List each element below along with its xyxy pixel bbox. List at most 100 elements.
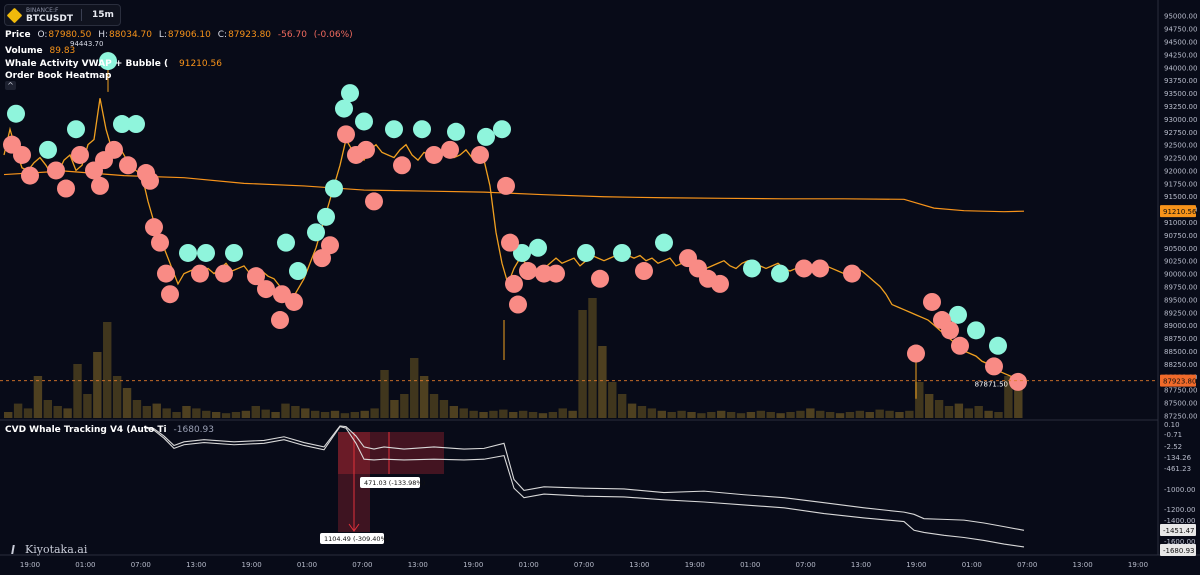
volume-bar <box>736 413 746 418</box>
volume-bar <box>835 413 845 418</box>
sell-bubble <box>257 280 275 299</box>
cvd-badge-upper: -1451.47 <box>1163 527 1194 535</box>
high-value: 88034.70 <box>109 30 152 40</box>
cvd-tick-label: -0.71 <box>1164 431 1182 439</box>
buy-bubble <box>743 259 761 278</box>
sell-bubble <box>795 259 813 278</box>
volume-bar <box>419 376 429 418</box>
time-tick-label: 19:00 <box>242 561 262 569</box>
cvd-lines <box>143 425 1025 548</box>
vwap-line <box>3 170 1025 213</box>
sell-bubble <box>711 274 729 293</box>
buy-bubble <box>127 115 145 134</box>
sell-bubble <box>365 192 383 211</box>
price-tick-label: 87500.00 <box>1164 400 1197 408</box>
volume-bar <box>360 410 369 418</box>
volume-bar <box>865 412 874 418</box>
sell-bubble <box>91 176 109 195</box>
timeframe-label[interactable]: 15m <box>92 10 114 20</box>
volume-bar <box>221 413 231 418</box>
sell-bubble <box>811 259 829 278</box>
time-tick-label: 01:00 <box>962 561 982 569</box>
sell-bubble <box>923 292 941 311</box>
brand-name: Kiyotaka.ai <box>25 543 88 556</box>
cvd-lower-line <box>143 426 1025 548</box>
volume-legend: Volume 89.83 <box>5 45 79 57</box>
measure-label-lower: 1104.49 (-309.40%) <box>324 535 389 543</box>
buy-bubble <box>613 243 631 262</box>
buy-bubble <box>989 336 1007 355</box>
time-tick-label: 01:00 <box>519 561 539 569</box>
buy-bubble <box>113 115 131 134</box>
sell-bubble <box>497 176 515 195</box>
volume-bar <box>845 412 855 418</box>
time-tick-label: 13:00 <box>186 561 206 569</box>
whale-label[interactable]: Whale Activity VWAP + Bubble ( <box>5 59 169 69</box>
measure-arrowhead <box>348 523 360 532</box>
sell-bubble <box>191 264 209 283</box>
symbol-selector[interactable]: BINANCE:F BTCUSDT 15m <box>4 4 121 26</box>
collapse-legend-button[interactable]: ^ <box>5 81 16 90</box>
cvd-label[interactable]: CVD Whale Tracking V4 (Auto Ti <box>5 425 167 435</box>
volume-bar <box>905 410 914 418</box>
volume-value: 89.83 <box>49 46 76 56</box>
volume-bar <box>142 406 152 418</box>
sell-bubble <box>951 336 969 355</box>
sell-bubble <box>21 166 39 185</box>
price-tick-label: 94750.00 <box>1164 26 1197 34</box>
measure-tool[interactable]: 471.03 (-133.98%) 1104.49 (-309.40%) <box>320 432 444 544</box>
volume-bar <box>608 382 617 418</box>
buy-bubble <box>341 84 359 103</box>
buy-bubble <box>335 99 353 118</box>
buy-bubble <box>949 305 967 324</box>
orderbook-label[interactable]: Order Book Heatmap <box>5 71 112 81</box>
time-tick-label: 19:00 <box>1128 561 1148 569</box>
sell-bubble <box>843 264 861 283</box>
measure-box-upper <box>338 432 444 474</box>
cvd-tick-label: -2.52 <box>1164 443 1182 451</box>
volume-bar <box>518 410 528 418</box>
volume-bar <box>122 388 132 418</box>
volume-label[interactable]: Volume <box>5 46 43 56</box>
volume-bar <box>152 403 161 418</box>
price-tick-label: 91000.00 <box>1164 219 1197 227</box>
sell-bubble <box>505 274 523 293</box>
buy-bubble <box>99 52 117 71</box>
volume-bar <box>192 408 201 418</box>
cvd-tick-label: -461.23 <box>1164 465 1191 473</box>
volume-bar <box>281 403 290 418</box>
volume-bar <box>825 412 835 418</box>
whale-legend: Whale Activity VWAP + Bubble ( 91210.56 <box>5 58 226 70</box>
volume-bar <box>320 412 330 418</box>
volume-bar <box>944 406 954 418</box>
price-label[interactable]: Price <box>5 30 31 40</box>
volume-bar <box>964 408 973 418</box>
brand-watermark: Kiyotaka.ai <box>11 543 88 556</box>
buy-bubble <box>771 264 789 283</box>
volume-bar <box>380 370 389 418</box>
price-tick-label: 94250.00 <box>1164 51 1197 59</box>
price-legend: Price O:87980.50 H:88034.70 L:87906.10 C… <box>5 29 357 41</box>
time-tick-label: 01:00 <box>75 561 95 569</box>
volume-bar <box>934 400 944 418</box>
time-tick-label: 19:00 <box>463 561 483 569</box>
buy-bubble <box>225 243 243 262</box>
sell-bubble <box>13 145 31 164</box>
volume-bar <box>756 410 766 418</box>
buy-bubble <box>325 179 343 198</box>
volume-bar <box>499 409 508 418</box>
volume-bar <box>53 406 62 418</box>
binance-logo-icon <box>6 7 23 23</box>
sell-bubble <box>547 264 565 283</box>
sell-bubble <box>501 233 519 252</box>
price-tick-label: 91750.00 <box>1164 180 1197 188</box>
time-tick-label: 13:00 <box>408 561 428 569</box>
volume-bar <box>13 403 23 418</box>
volume-bar <box>330 410 340 418</box>
sell-bubble <box>357 140 375 159</box>
sell-bubble <box>635 262 653 281</box>
sell-bubble <box>519 262 537 281</box>
price-tick-label: 89750.00 <box>1164 283 1197 291</box>
volume-bar <box>340 413 350 418</box>
